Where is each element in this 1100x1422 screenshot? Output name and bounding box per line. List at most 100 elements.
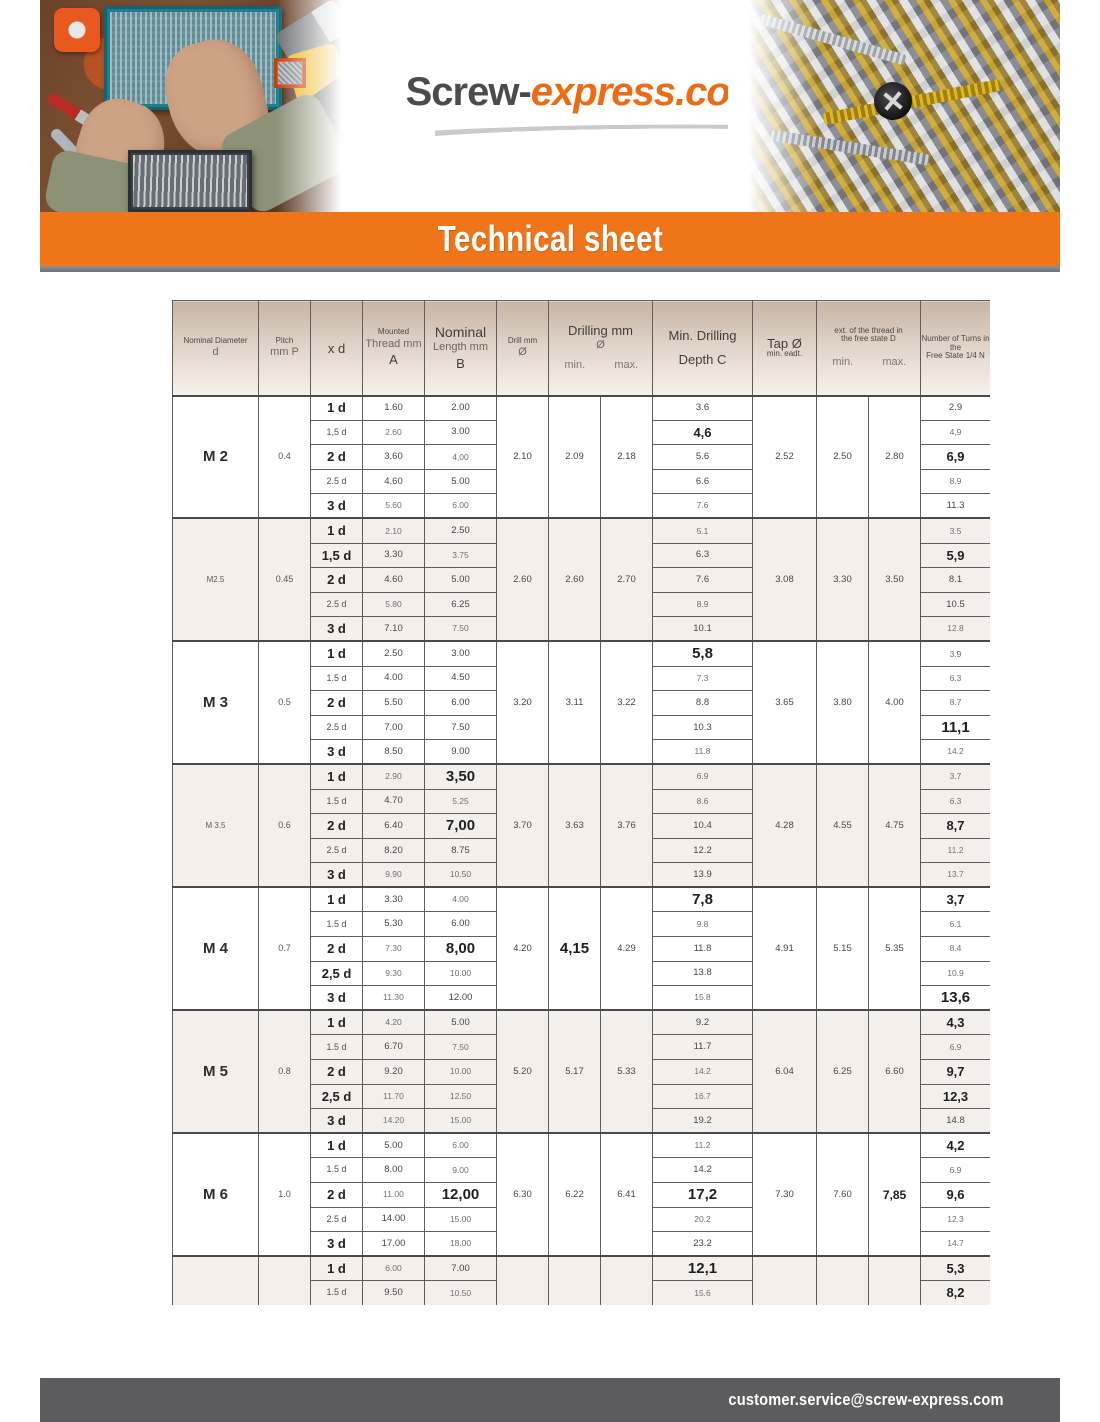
cell-xd: 1 d: [310, 640, 363, 667]
cell-xd: 2.5 d: [310, 591, 363, 618]
table-row: M 71.01 d6.007.007.307.227.4112,18.308.6…: [172, 1255, 990, 1305]
cell-thread-a: 3.60: [362, 444, 425, 470]
cell-min-drilling-depth: 7.3: [652, 665, 753, 692]
table-row: 2.5 d 5.80 6.25 8.9 10.5: [173, 591, 990, 618]
cell-thread-a: 8.50: [362, 739, 425, 765]
cell-xd: 3 d: [310, 985, 363, 1011]
cell-ext-min: 2.50: [816, 394, 869, 519]
cell-xd: 2 d: [310, 936, 363, 962]
logo-text: Screw-express.com: [406, 70, 766, 115]
cell-thread-a: 3.30: [362, 542, 425, 569]
cell-length-b: 10.50: [424, 1280, 497, 1305]
cell-thread-a: 4.20: [362, 1009, 425, 1036]
cell-length-b: 8.75: [424, 837, 497, 864]
cell-pitch: 0.6: [258, 763, 311, 888]
technical-data-table: Nominal Diameter d Pitch mm P x d Mounte…: [172, 300, 990, 1305]
cell-min-drilling-depth: 13.8: [652, 960, 753, 987]
cell-min-drilling-depth: 9.2: [652, 1009, 753, 1036]
cell-drill: 2.10: [496, 394, 549, 519]
cell-xd: 1.5 d: [310, 1034, 363, 1061]
cell-min-drilling-depth: 3.6: [652, 394, 753, 421]
tape-measure-icon: [54, 8, 100, 52]
cell-ext-min: 7.60: [816, 1132, 869, 1257]
th-xd-label: x d: [327, 341, 346, 357]
cell-min-drilling-depth: 16.7: [652, 1083, 753, 1110]
cell-turns: 6.9: [920, 1034, 990, 1061]
cell-turns: 4,3: [920, 1009, 990, 1036]
cell-nominal-diameter: M 4: [172, 886, 259, 1011]
cell-drilling-min: 2.60: [548, 517, 601, 642]
photo-right-fade: [728, 0, 818, 212]
cell-length-b: 5.00: [424, 567, 497, 593]
cell-turns: 8,7: [920, 813, 990, 839]
cell-length-b: 3.00: [424, 419, 497, 446]
cell-min-drilling-depth: 10.3: [652, 714, 753, 741]
cell-length-b: 6.25: [424, 591, 497, 618]
cell-length-b: 15.00: [424, 1108, 497, 1134]
cell-turns: 14.7: [920, 1231, 990, 1257]
cell-length-b: 6.00: [424, 911, 497, 938]
cell-ext-min: 3.80: [816, 640, 869, 765]
cell-drilling-min: 3.11: [548, 640, 601, 765]
cell-thread-a: 6.70: [362, 1034, 425, 1061]
screw-tray-secondary: [128, 150, 252, 212]
cell-drill: 3.20: [496, 640, 549, 765]
cell-thread-a: 9.30: [362, 960, 425, 987]
cell-thread-a: 5.30: [362, 911, 425, 938]
cell-turns: 3.7: [920, 763, 990, 790]
cell-length-b: 7.50: [424, 616, 497, 642]
cell-xd: 3 d: [310, 493, 363, 519]
table-row: 1.5 d 4.70 5.25 8.6 6.3: [173, 788, 990, 815]
cell-drill: 2.60: [496, 517, 549, 642]
cell-length-b: 10.00: [424, 1059, 497, 1085]
cell-drill: 7.30: [496, 1255, 549, 1305]
cell-tap: 3.65: [752, 640, 817, 765]
cell-length-b: 12.00: [424, 985, 497, 1011]
cell-thread-a: 14.00: [362, 1206, 425, 1233]
cell-turns: 11,1: [920, 714, 990, 741]
cell-xd: 1 d: [310, 1255, 363, 1282]
cell-turns: 12,3: [920, 1083, 990, 1110]
cell-length-b: 5.00: [424, 468, 497, 495]
cell-drilling-max: 2.18: [600, 394, 653, 519]
cell-length-b: 7.50: [424, 1034, 497, 1061]
cell-min-drilling-depth: 15.6: [652, 1280, 753, 1305]
th-tap-sub-label: min. eadt.: [766, 349, 803, 359]
cell-turns: 13.7: [920, 862, 990, 888]
cell-turns: 8.7: [920, 690, 990, 716]
cell-thread-a: 11.30: [362, 985, 425, 1011]
th-ext-thread-line2: the free state D: [841, 333, 896, 343]
cell-thread-a: 7.10: [362, 616, 425, 642]
cell-ext-min: 4.55: [816, 763, 869, 888]
table-row: 1.5 d 9.50 10.50 15.6 8,2: [173, 1280, 990, 1305]
cell-xd: 3 d: [310, 1231, 363, 1257]
th-mounted-thread: Mounted Thread mm A: [362, 300, 425, 396]
cell-turns: 5,9: [920, 542, 990, 569]
cell-turns: 8.4: [920, 936, 990, 962]
cell-ext-max: 4.00: [868, 640, 921, 765]
cell-thread-a: 1.60: [362, 394, 425, 421]
cell-turns: 3,7: [920, 886, 990, 913]
cell-thread-a: 8.00: [362, 1157, 425, 1183]
cell-min-drilling-depth: 11.7: [652, 1034, 753, 1061]
cell-tap: 4.28: [752, 763, 817, 888]
cell-xd: 1,5 d: [310, 419, 363, 446]
cell-drill: 3.70: [496, 763, 549, 888]
cell-ext-max: 6.60: [868, 1009, 921, 1134]
cell-drilling-max: 3.76: [600, 763, 653, 888]
cell-length-b: 5.00: [424, 1009, 497, 1036]
table-row: M 2 0.4 1 d 1.60 2.00 2.10 2.09 2.18 3.6 2.52 2.50…: [172, 394, 990, 519]
cell-thread-a: 5.50: [362, 690, 425, 716]
cell-turns: 8.1: [920, 567, 990, 593]
cell-drill: 4.20: [496, 886, 549, 1011]
cell-ext-min: 6.25: [816, 1009, 869, 1134]
table-row: 2.5 d 8.20 8.75 12.2 11.2: [173, 837, 990, 864]
cell-length-b: 6.00: [424, 1132, 497, 1159]
cell-min-drilling-depth: 11.2: [652, 1132, 753, 1159]
cell-ext-max: 5.35: [868, 886, 921, 1011]
cell-thread-a: 11.00: [362, 1182, 425, 1208]
cell-turns: 13,6: [920, 985, 990, 1011]
cell-turns: 6.3: [920, 788, 990, 815]
cell-tap: 3.08: [752, 517, 817, 642]
